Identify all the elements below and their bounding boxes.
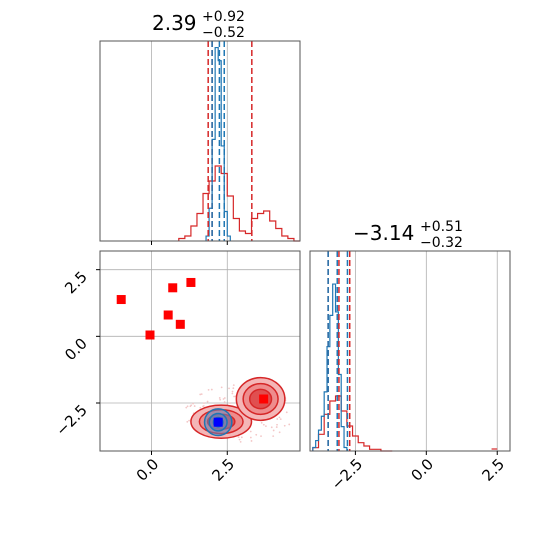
- scatter-point-cloud: [222, 398, 225, 400]
- title-param-1-minus: −0.32: [420, 235, 463, 251]
- scatter-point-cloud: [228, 387, 230, 390]
- red-marker-5: [186, 277, 196, 287]
- red-marker-4: [175, 319, 185, 329]
- scatter-point-cloud: [199, 393, 202, 396]
- scatter-point-cloud: [202, 404, 205, 407]
- scatter-point-cloud: [223, 401, 226, 403]
- blue-marker: [213, 417, 223, 427]
- title-param-0-main: 2.39: [152, 11, 197, 35]
- tick-label-2d-y-0: −2.5: [52, 401, 90, 439]
- scatter-point-cloud: [237, 436, 240, 439]
- title-param-1-main: −3.14: [353, 221, 414, 245]
- tick-label-2d-x-1: 2.5: [209, 455, 239, 485]
- scatter-point-cloud: [260, 421, 263, 424]
- scatter-point-cloud: [285, 411, 288, 414]
- tick-label-right-x-0: −2.5: [328, 455, 366, 493]
- hist-param-1-blue-series: [312, 283, 348, 451]
- scatter-point-cloud: [219, 398, 222, 401]
- title-param-0-minus: −0.52: [202, 25, 245, 41]
- scatter-point-cloud: [190, 404, 193, 407]
- tick-label-right-x-1: 0.0: [408, 455, 438, 485]
- scatter-point-cloud: [232, 387, 235, 390]
- scatter-point-cloud: [278, 416, 281, 419]
- scatter-point-cloud: [223, 397, 226, 399]
- hist-param-1-frame: [309, 250, 511, 452]
- red-marker-0: [116, 295, 126, 305]
- scatter-point-cloud: [278, 431, 281, 434]
- scatter-point-cloud: [218, 397, 221, 399]
- scatter-point-cloud: [275, 426, 278, 428]
- scatter-2d-inner: [100, 251, 300, 451]
- scatter-point-cloud: [288, 423, 291, 426]
- scatter-2d-frame: [99, 250, 301, 452]
- scatter-point-cloud: [239, 440, 242, 443]
- scatter-point-cloud: [199, 406, 202, 409]
- tick-label-2d-y-2: 2.5: [61, 268, 91, 298]
- tick-label-right-x-2: 2.5: [478, 455, 508, 485]
- scatter-point-cloud: [276, 418, 279, 420]
- scatter-point-cloud: [260, 435, 262, 438]
- tick-label-2d-x-0: 0.0: [133, 455, 163, 485]
- scatter-point-cloud: [186, 420, 189, 423]
- tick-label-2d-y-1: 0.0: [61, 334, 91, 364]
- title-param-0: 2.39 +0.92 −0.52: [152, 9, 245, 41]
- scatter-point-cloud: [265, 425, 267, 427]
- hist-param-0-panel: [99, 40, 301, 245]
- scatter-point-cloud: [270, 426, 273, 429]
- scatter-point-cloud: [231, 390, 234, 393]
- title-param-1-plus: +0.51: [420, 219, 463, 235]
- scatter-point-cloud: [238, 438, 241, 441]
- scatter-point-cloud: [207, 388, 210, 391]
- scatter-point-cloud: [186, 405, 189, 408]
- scatter-point-cloud: [203, 402, 205, 404]
- scatter-point-cloud: [193, 405, 196, 407]
- title-param-1: −3.14 +0.51 −0.32: [353, 219, 463, 251]
- red-marker-2: [163, 310, 173, 320]
- scatter-point-cloud: [185, 406, 188, 409]
- scatter-point-cloud: [249, 436, 252, 439]
- scatter-point-cloud: [232, 384, 235, 387]
- scatter-point-cloud: [220, 386, 223, 389]
- scatter-2d-panel: 0.0 2.5 −2.5 0.0 2.5: [52, 250, 301, 485]
- scatter-point-cloud: [279, 418, 282, 421]
- hist-param-0-red-series: [178, 165, 300, 242]
- scatter-point-cloud: [272, 429, 275, 432]
- scatter-point-cloud: [188, 419, 190, 422]
- hist-param-0-frame: [99, 40, 301, 242]
- red-marker-3: [168, 283, 178, 293]
- title-param-0-plus: +0.92: [202, 9, 245, 25]
- scatter-point-cloud: [262, 423, 265, 426]
- scatter-point-cloud: [200, 393, 203, 395]
- scatter-point-cloud: [250, 440, 253, 442]
- hist-param-1-panel: −2.5 0.0 2.5: [309, 250, 511, 494]
- red-marker-6: [259, 394, 269, 404]
- scatter-point-cloud: [229, 402, 231, 405]
- scatter-point-cloud: [206, 400, 209, 403]
- scatter-point-cloud: [240, 436, 243, 439]
- scatter-point-cloud: [233, 395, 236, 398]
- scatter-point-cloud: [210, 388, 213, 391]
- scatter-point-cloud: [283, 424, 286, 427]
- scatter-point-cloud: [276, 423, 278, 426]
- scatter-point-cloud: [192, 402, 194, 405]
- hist-param-0-blue-series: [205, 46, 231, 241]
- scatter-point-cloud: [255, 433, 258, 436]
- scatter-point-cloud: [272, 435, 275, 437]
- red-marker-1: [145, 330, 155, 340]
- scatter-point-cloud: [249, 430, 252, 433]
- scatter-point-cloud: [231, 392, 234, 395]
